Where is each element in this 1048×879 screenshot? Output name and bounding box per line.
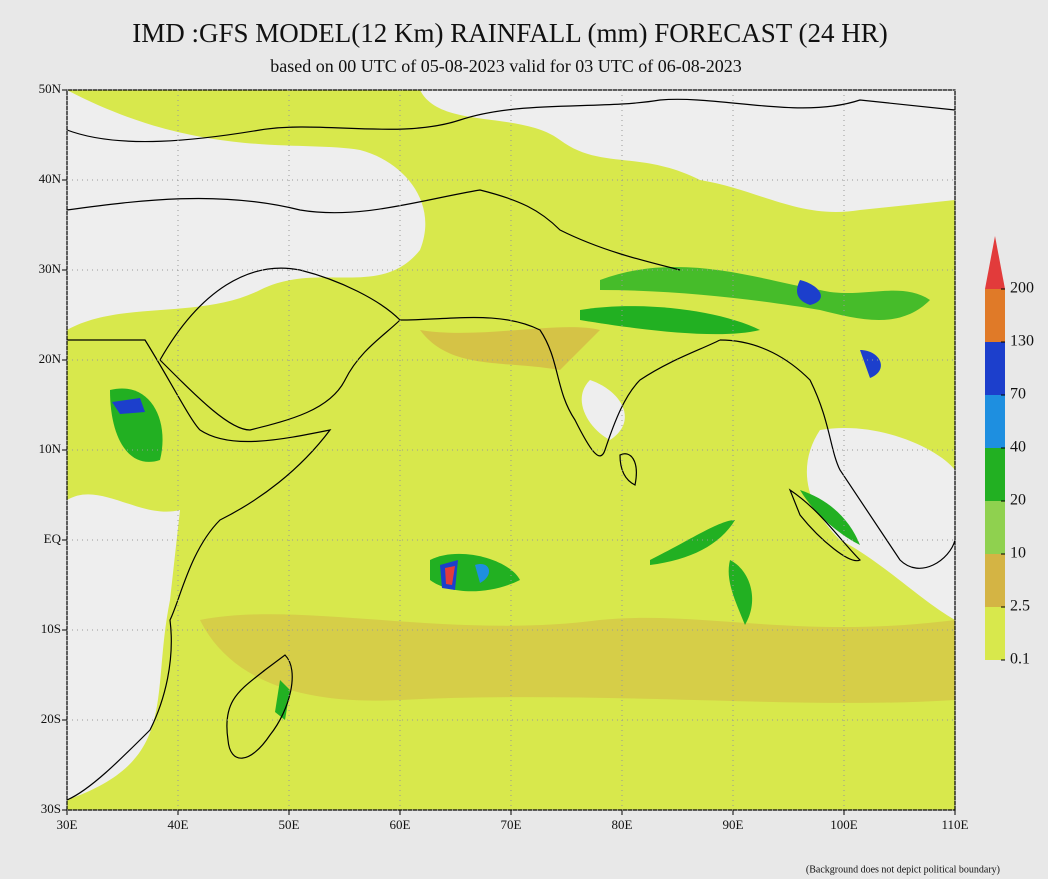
x-tick-label: 40E — [168, 817, 189, 832]
y-tick-label: 20S — [41, 711, 61, 726]
x-tick-label: 60E — [390, 817, 411, 832]
y-tick-label: 10S — [41, 621, 61, 636]
x-tick-label: 100E — [830, 817, 858, 832]
colorbar-label: 200 — [1010, 280, 1034, 297]
colorbar-segment — [985, 554, 1005, 607]
y-tick-label: 50N — [39, 81, 62, 96]
y-tick-label: 20N — [39, 351, 62, 366]
title: IMD :GFS MODEL(12 Km) RAINFALL (mm) FORE… — [132, 18, 888, 48]
y-tick-label: 40N — [39, 171, 62, 186]
colorbar-label: 40 — [1010, 439, 1026, 456]
colorbar-label: 0.1 — [1010, 651, 1030, 668]
colorbar-segment — [985, 289, 1005, 342]
x-tick-label: 80E — [612, 817, 633, 832]
colorbar-segment — [985, 395, 1005, 448]
x-tick-label: 110E — [942, 817, 969, 832]
colorbar-label: 70 — [1010, 386, 1026, 403]
y-tick-label: 30N — [39, 261, 62, 276]
colorbar-segment — [985, 448, 1005, 501]
colorbar-segment — [985, 607, 1005, 660]
x-tick-label: 50E — [279, 817, 300, 832]
y-tick-label: 30S — [41, 801, 61, 816]
colorbar-segment — [985, 342, 1005, 395]
x-tick-label: 30E — [57, 817, 78, 832]
colorbar-arrow — [985, 236, 1005, 289]
subtitle: based on 00 UTC of 05-08-2023 valid for … — [270, 56, 741, 76]
x-tick-label: 90E — [723, 817, 744, 832]
x-tick-label: 70E — [501, 817, 522, 832]
y-tick-label: EQ — [44, 531, 62, 546]
coastlines — [66, 98, 956, 801]
colorbar-label: 20 — [1010, 492, 1026, 509]
colorbar-segment — [985, 501, 1005, 554]
colorbar-label: 10 — [1010, 545, 1026, 562]
footnote: (Background does not depict political bo… — [806, 864, 1000, 875]
colorbar-label: 130 — [1010, 333, 1034, 350]
colorbar-label: 2.5 — [1010, 598, 1030, 615]
y-tick-label: 10N — [39, 441, 62, 456]
